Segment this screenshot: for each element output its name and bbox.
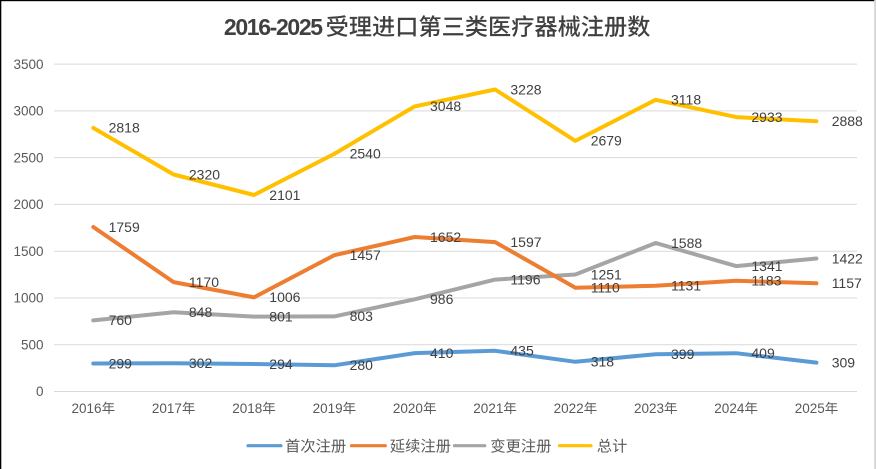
svg-text:3118: 3118 (671, 92, 701, 108)
svg-text:500: 500 (21, 337, 44, 352)
svg-text:1131: 1131 (671, 278, 701, 294)
svg-text:2023: 2023 (634, 401, 664, 416)
svg-text:318: 318 (591, 354, 615, 370)
svg-text:0: 0 (36, 384, 44, 399)
svg-text:3500: 3500 (13, 57, 43, 72)
svg-text:1006: 1006 (269, 289, 300, 305)
svg-text:2018: 2018 (232, 401, 262, 416)
svg-text:1422: 1422 (832, 250, 863, 266)
svg-text:1196: 1196 (510, 271, 540, 287)
svg-text:2933: 2933 (751, 109, 782, 125)
svg-text:1597: 1597 (510, 234, 541, 250)
svg-text:986: 986 (430, 291, 454, 307)
svg-text:1170: 1170 (189, 274, 219, 290)
svg-text:2019: 2019 (313, 401, 343, 416)
svg-text:2540: 2540 (350, 146, 381, 162)
svg-text:2024: 2024 (714, 401, 745, 416)
svg-text:3228: 3228 (510, 81, 541, 97)
svg-text:801: 801 (269, 308, 293, 324)
svg-text:1110: 1110 (591, 280, 620, 296)
svg-text:2320: 2320 (189, 166, 220, 182)
svg-text:2021: 2021 (473, 401, 503, 416)
svg-text:2679: 2679 (591, 133, 622, 149)
svg-text:399: 399 (671, 346, 695, 362)
svg-text:2025: 2025 (795, 401, 825, 416)
svg-text:1341: 1341 (751, 258, 782, 274)
svg-text:1652: 1652 (430, 229, 461, 245)
svg-text:3000: 3000 (13, 104, 43, 119)
svg-text:2888: 2888 (832, 113, 863, 129)
svg-text:3048: 3048 (430, 98, 461, 114)
svg-text:1457: 1457 (350, 247, 381, 263)
svg-text:302: 302 (189, 355, 213, 371)
svg-text:803: 803 (350, 308, 374, 324)
svg-text:280: 280 (350, 357, 374, 373)
svg-text:1157: 1157 (832, 275, 862, 291)
svg-text:1500: 1500 (13, 244, 43, 259)
svg-text:309: 309 (832, 354, 856, 370)
svg-text:1000: 1000 (13, 291, 43, 306)
svg-text:2020: 2020 (393, 401, 423, 416)
svg-text:409: 409 (751, 345, 775, 361)
svg-text:2016: 2016 (72, 401, 102, 416)
svg-text:1588: 1588 (671, 235, 702, 251)
svg-text:1183: 1183 (751, 273, 781, 289)
svg-text:299: 299 (109, 355, 133, 371)
svg-text:435: 435 (510, 343, 534, 359)
svg-text:2000: 2000 (13, 197, 43, 212)
svg-text:294: 294 (269, 356, 293, 372)
svg-text:2818: 2818 (109, 120, 140, 136)
svg-text:848: 848 (189, 304, 213, 320)
svg-text:410: 410 (430, 345, 454, 361)
svg-text:760: 760 (109, 312, 133, 328)
svg-text:2500: 2500 (13, 150, 43, 165)
svg-text:2022: 2022 (554, 401, 584, 416)
svg-text:1759: 1759 (109, 219, 140, 235)
svg-text:1251: 1251 (591, 266, 622, 282)
svg-text:2017: 2017 (152, 401, 182, 416)
svg-text:2101: 2101 (269, 187, 300, 203)
svg-text:2016-2025: 2016-2025 (224, 14, 323, 40)
